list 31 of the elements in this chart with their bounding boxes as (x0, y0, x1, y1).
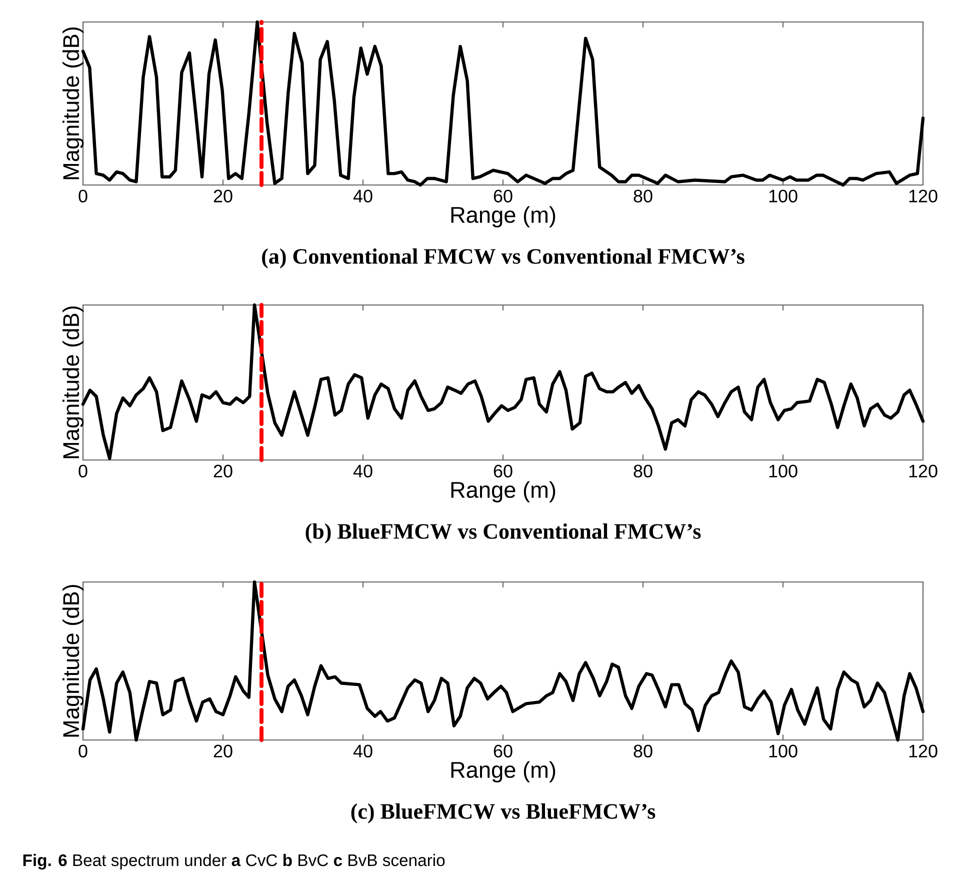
x-axis-title: Range (m) (451, 481, 556, 502)
x-tick-label: 0 (78, 190, 88, 202)
y-axis-title: Magnitude (dB) (62, 584, 84, 737)
x-tick-label: 20 (214, 190, 232, 202)
x-tick-label: 40 (353, 464, 372, 478)
x-tick-label: 100 (769, 464, 798, 478)
text: (c) BlueFMCW vs BlueFMCW’s (351, 803, 656, 824)
x-tick-label: 100 (769, 744, 798, 758)
x-tick-label: 20 (214, 744, 232, 758)
x-tick-label: 0 (78, 464, 88, 478)
x-tick-label: 60 (494, 190, 512, 202)
x-tick-label: 60 (494, 744, 512, 758)
x-tick-label: 80 (634, 744, 652, 758)
text: (b) BlueFMCW vs Conventional FMCW’s (306, 523, 701, 544)
x-axis-title: Range (m) (451, 761, 556, 782)
text: (a) Conventional FMCW vs Conventional FMCW’s (262, 248, 744, 268)
x-tick-label: 120 (909, 190, 938, 202)
x-tick-label: 40 (353, 190, 372, 202)
x-tick-label: 0 (78, 744, 88, 758)
x-tick-label: 60 (494, 464, 512, 478)
text: Fig. 6 Beat spectrum under a CvC b BvC c BvB scenario (23, 854, 445, 870)
x-tick-label: 120 (909, 744, 938, 758)
x-tick-label: 120 (909, 464, 938, 478)
x-tick-label: 80 (634, 464, 652, 478)
x-axis-title: Range (m) (451, 206, 556, 228)
y-axis-title: Magnitude (dB) (62, 306, 84, 458)
x-tick-label: 20 (214, 464, 232, 478)
y-axis-title: Magnitude (dB) (62, 27, 84, 180)
x-tick-label: 40 (353, 744, 372, 758)
x-tick-label: 80 (634, 190, 652, 202)
x-tick-label: 100 (769, 190, 798, 202)
